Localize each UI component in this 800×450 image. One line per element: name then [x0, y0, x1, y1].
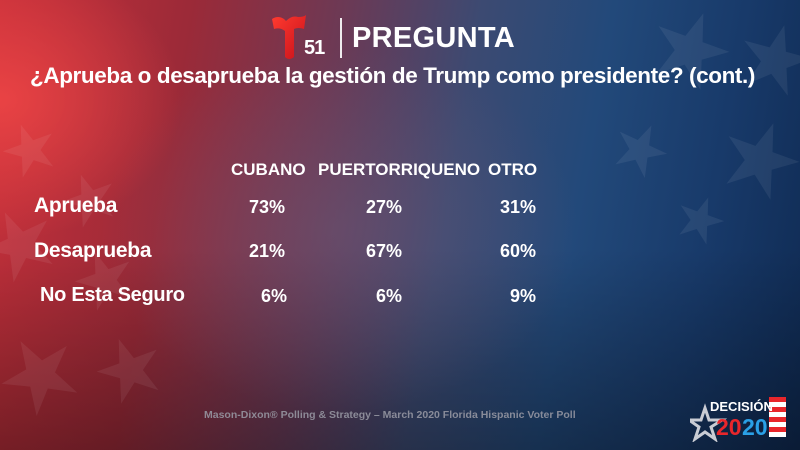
- badge-year-part2: 20: [742, 414, 768, 440]
- decision-2020-logo: DECISIÓN 20 20: [690, 397, 786, 442]
- star-icon: [690, 403, 728, 442]
- badge-line1: DECISIÓN: [710, 399, 773, 414]
- column-header-otro: OTRO: [488, 160, 538, 179]
- table-cell: 6%: [375, 286, 402, 306]
- header-title: PREGUNTA: [352, 21, 515, 54]
- question-text: ¿Aprueba o desaprueba la gestión de Trum…: [30, 63, 755, 88]
- telemundo-51-logo: 51: [272, 15, 332, 61]
- column-header-puertorriqueno: PUERTORRIQUENO: [318, 160, 481, 179]
- column-header-cubano: CUBANO: [231, 160, 306, 179]
- table-cell: 21%: [248, 241, 285, 261]
- header: 51 PREGUNTA: [272, 15, 515, 61]
- table-cell: 60%: [499, 241, 536, 261]
- station-number: 51: [304, 37, 325, 59]
- badge-year-part1: 20: [716, 414, 742, 440]
- table-cell: 31%: [499, 197, 536, 217]
- table-cell: 73%: [248, 197, 285, 217]
- table-cell: 67%: [365, 241, 402, 261]
- table-cell: 6%: [260, 286, 287, 306]
- header-divider: [340, 18, 342, 58]
- row-label-aprueba: Aprueba: [34, 194, 118, 217]
- row-label-no-esta-seguro: No Esta Seguro: [40, 284, 185, 306]
- table-cell: 27%: [365, 197, 402, 217]
- flag-stripes-icon: [769, 397, 786, 437]
- table-cell: 9%: [509, 286, 536, 306]
- telemundo-t-icon: [272, 15, 306, 59]
- source-footnote: Mason-Dixon® Polling & Strategy – March …: [204, 409, 576, 421]
- row-label-desaprueba: Desaprueba: [34, 239, 152, 262]
